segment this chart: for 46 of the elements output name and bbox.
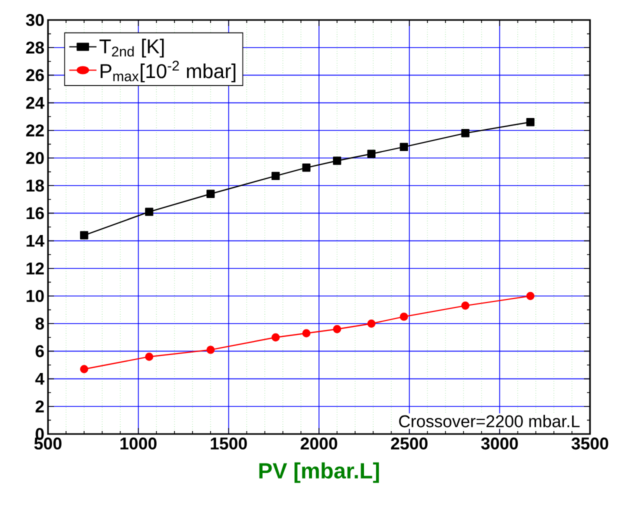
- y-tick-label: 18: [26, 180, 44, 192]
- point: [302, 329, 310, 338]
- point: [367, 150, 376, 158]
- y-tick-label: 12: [26, 262, 44, 274]
- x-tick-label: 500: [34, 438, 62, 450]
- point: [367, 320, 376, 328]
- point: [145, 208, 154, 216]
- point: [526, 118, 534, 126]
- point: [272, 333, 280, 342]
- point: [80, 231, 88, 240]
- y-tick-label: 30: [26, 14, 44, 26]
- point: [80, 365, 88, 374]
- x-axis-title: PV [mbar.L]: [259, 462, 379, 483]
- y-tick-label: 10: [26, 290, 44, 302]
- y-tick-label: 8: [36, 318, 44, 330]
- x-tick-label: 2500: [391, 438, 428, 450]
- point: [461, 129, 470, 138]
- legend-label: T$_{2nd}$ [K]: [100, 38, 164, 58]
- y-tick-label: 4: [35, 372, 44, 385]
- point: [332, 325, 342, 334]
- point: [400, 312, 408, 321]
- point: [461, 302, 470, 310]
- point: [400, 142, 408, 152]
- y-tick-label: 2: [36, 400, 44, 412]
- y-tick-label: 16: [26, 207, 44, 220]
- x-tick-label: 1000: [120, 438, 157, 450]
- point: [302, 164, 310, 172]
- y-tick-label: 26: [26, 69, 44, 82]
- point: [145, 352, 154, 361]
- point: [526, 292, 534, 300]
- point: [206, 346, 215, 354]
- y-tick-label: 22: [26, 124, 44, 136]
- x-tick-label: 1500: [210, 438, 247, 450]
- annotation: Crossover=2200 mbar.L: [399, 414, 580, 428]
- y-tick-label: 24: [26, 96, 44, 109]
- y-tick-label: 20: [26, 152, 44, 164]
- y-tick-label: 14: [26, 234, 44, 247]
- point: [332, 156, 342, 165]
- point: [206, 190, 215, 198]
- point: [272, 172, 280, 180]
- x-tick-label: 2000: [300, 438, 338, 450]
- x-tick-label: 3500: [571, 438, 608, 450]
- y-tick-label: 6: [36, 345, 44, 358]
- y-tick-label: 28: [26, 42, 44, 54]
- legend-label: P$_{max}$[10$^{-2}$ mbar]: [100, 60, 236, 82]
- x-tick-label: 3000: [481, 438, 518, 450]
